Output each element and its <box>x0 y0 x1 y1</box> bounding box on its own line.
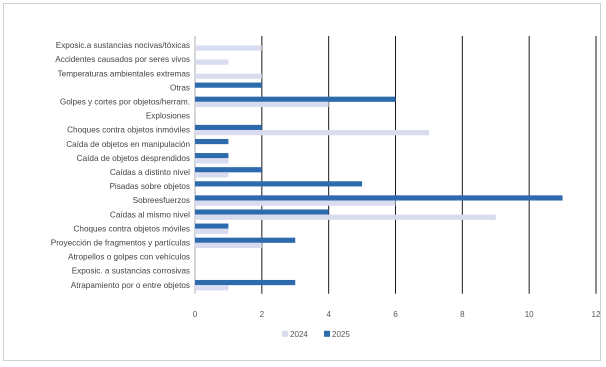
legend-swatch-2024 <box>282 331 288 337</box>
x-tick-label: 10 <box>525 310 534 319</box>
bar-2024 <box>195 229 228 234</box>
bar-2025 <box>195 181 362 186</box>
category-label: Golpes y cortes por objetos/herram. <box>60 97 190 106</box>
category-label: Exposic.a sustancias nocivas/tóxicas <box>56 41 190 50</box>
y-axis-labels: Exposic.a sustancias nocivas/tóxicas Acci… <box>51 41 191 290</box>
category-label: Caídas a distinto nivel <box>110 168 190 177</box>
bar-2024 <box>195 285 228 290</box>
bar-2025 <box>195 125 262 130</box>
bar-2024 <box>195 172 228 177</box>
legend-label-2024: 2024 <box>290 330 308 339</box>
bar-2025 <box>195 280 295 285</box>
category-label: Choques contra objetos móviles <box>73 224 190 233</box>
legend-swatch-2025 <box>324 331 330 337</box>
bar-2025 <box>195 238 295 243</box>
bar-2024 <box>195 215 496 220</box>
category-label: Exposic. a sustancias corrosivas <box>72 267 190 276</box>
bar-2024 <box>195 60 228 65</box>
bar-2025 <box>195 209 329 214</box>
legend: 2024 2025 <box>282 330 350 339</box>
category-label: Choques contra objetos inmóviles <box>67 126 190 135</box>
category-label: Proyección de fragmentos y partículas <box>51 238 190 247</box>
bar-2024 <box>195 74 262 79</box>
x-tick-label: 4 <box>326 310 331 319</box>
bar-chart: Exposic.a sustancias nocivas/tóxicas Acci… <box>4 4 602 362</box>
bar-2024 <box>195 201 396 206</box>
category-label: Atropellos o golpes con vehículos <box>68 253 190 262</box>
chart-frame: Exposic.a sustancias nocivas/tóxicas Acci… <box>3 3 601 361</box>
bar-2025 <box>195 97 396 102</box>
category-label: Caídas al mismo nivel <box>110 210 190 219</box>
bar-2025 <box>195 167 262 172</box>
category-label: Temperaturas ambientales extremas <box>58 69 190 78</box>
category-label: Atrapamiento por o entre objetos <box>71 281 190 290</box>
bar-2024 <box>195 130 429 135</box>
category-label: Sobreesfuerzos <box>133 196 190 205</box>
category-label: Explosiones <box>146 112 190 121</box>
bars <box>195 45 563 290</box>
bar-2025 <box>195 139 228 144</box>
x-tick-label: 2 <box>260 310 265 319</box>
category-label: Accidentes causados por seres vivos <box>55 55 190 64</box>
x-axis-labels: 0 2 4 6 8 10 12 <box>193 310 601 319</box>
category-label: Otras <box>170 83 190 92</box>
bar-2024 <box>195 102 329 107</box>
bar-2025 <box>195 83 262 88</box>
category-label: Caída de objetos desprendidos <box>77 154 190 163</box>
x-tick-label: 0 <box>193 310 198 319</box>
category-label: Pisadas sobre objetos <box>109 182 190 191</box>
x-tick-label: 6 <box>393 310 398 319</box>
category-label: Caída de objetos en manipulación <box>66 140 190 149</box>
legend-label-2025: 2025 <box>332 330 350 339</box>
bar-2025 <box>195 224 228 229</box>
bar-2024 <box>195 243 262 248</box>
bar-2024 <box>195 158 228 163</box>
bar-2025 <box>195 195 563 200</box>
bar-2024 <box>195 45 262 50</box>
x-tick-label: 12 <box>592 310 601 319</box>
bar-2025 <box>195 153 228 158</box>
x-tick-label: 8 <box>460 310 465 319</box>
